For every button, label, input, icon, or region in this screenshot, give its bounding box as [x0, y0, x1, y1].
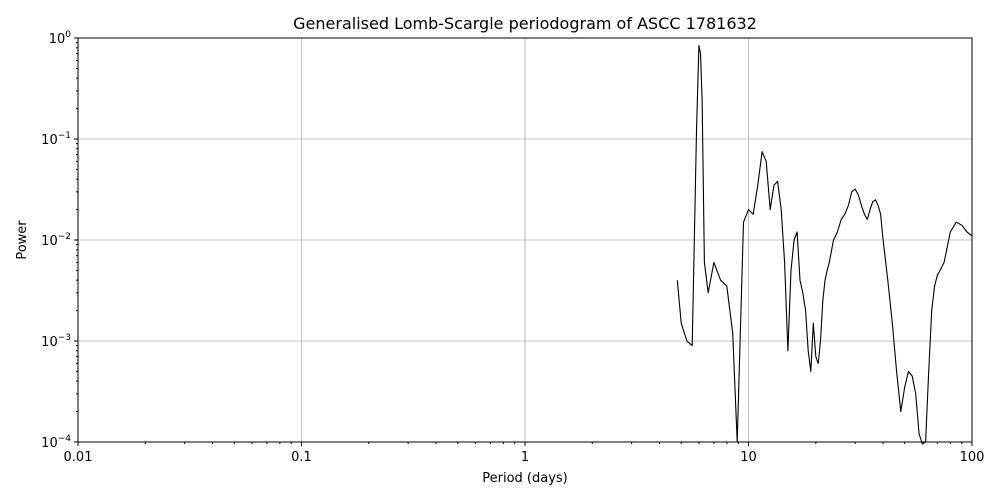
x-tick-label: 100 — [960, 450, 985, 465]
x-tick-label: 0.1 — [291, 450, 312, 465]
chart-title: Generalised Lomb-Scargle periodogram of … — [293, 14, 757, 33]
periodogram-line — [676, 45, 973, 445]
y-tick-label: 10−3 — [41, 333, 71, 350]
y-tick-label: 10−1 — [41, 131, 71, 148]
x-tick-label: 1 — [521, 450, 529, 465]
x-tick-label: 10 — [740, 450, 757, 465]
series-layer — [676, 45, 973, 445]
x-axis: 0.01 0.1 1 10 100 — [64, 442, 985, 465]
grid — [78, 38, 972, 442]
x-tick-label: 0.01 — [64, 450, 93, 465]
y-tick-label: 10−2 — [41, 232, 71, 249]
y-tick-label: 10−4 — [41, 434, 71, 451]
y-axis: 10−4 10−3 10−2 10−1 100 — [41, 30, 78, 451]
x-axis-label: Period (days) — [482, 471, 568, 486]
y-tick-label: 100 — [49, 30, 72, 47]
y-axis-label: Power — [15, 220, 30, 260]
